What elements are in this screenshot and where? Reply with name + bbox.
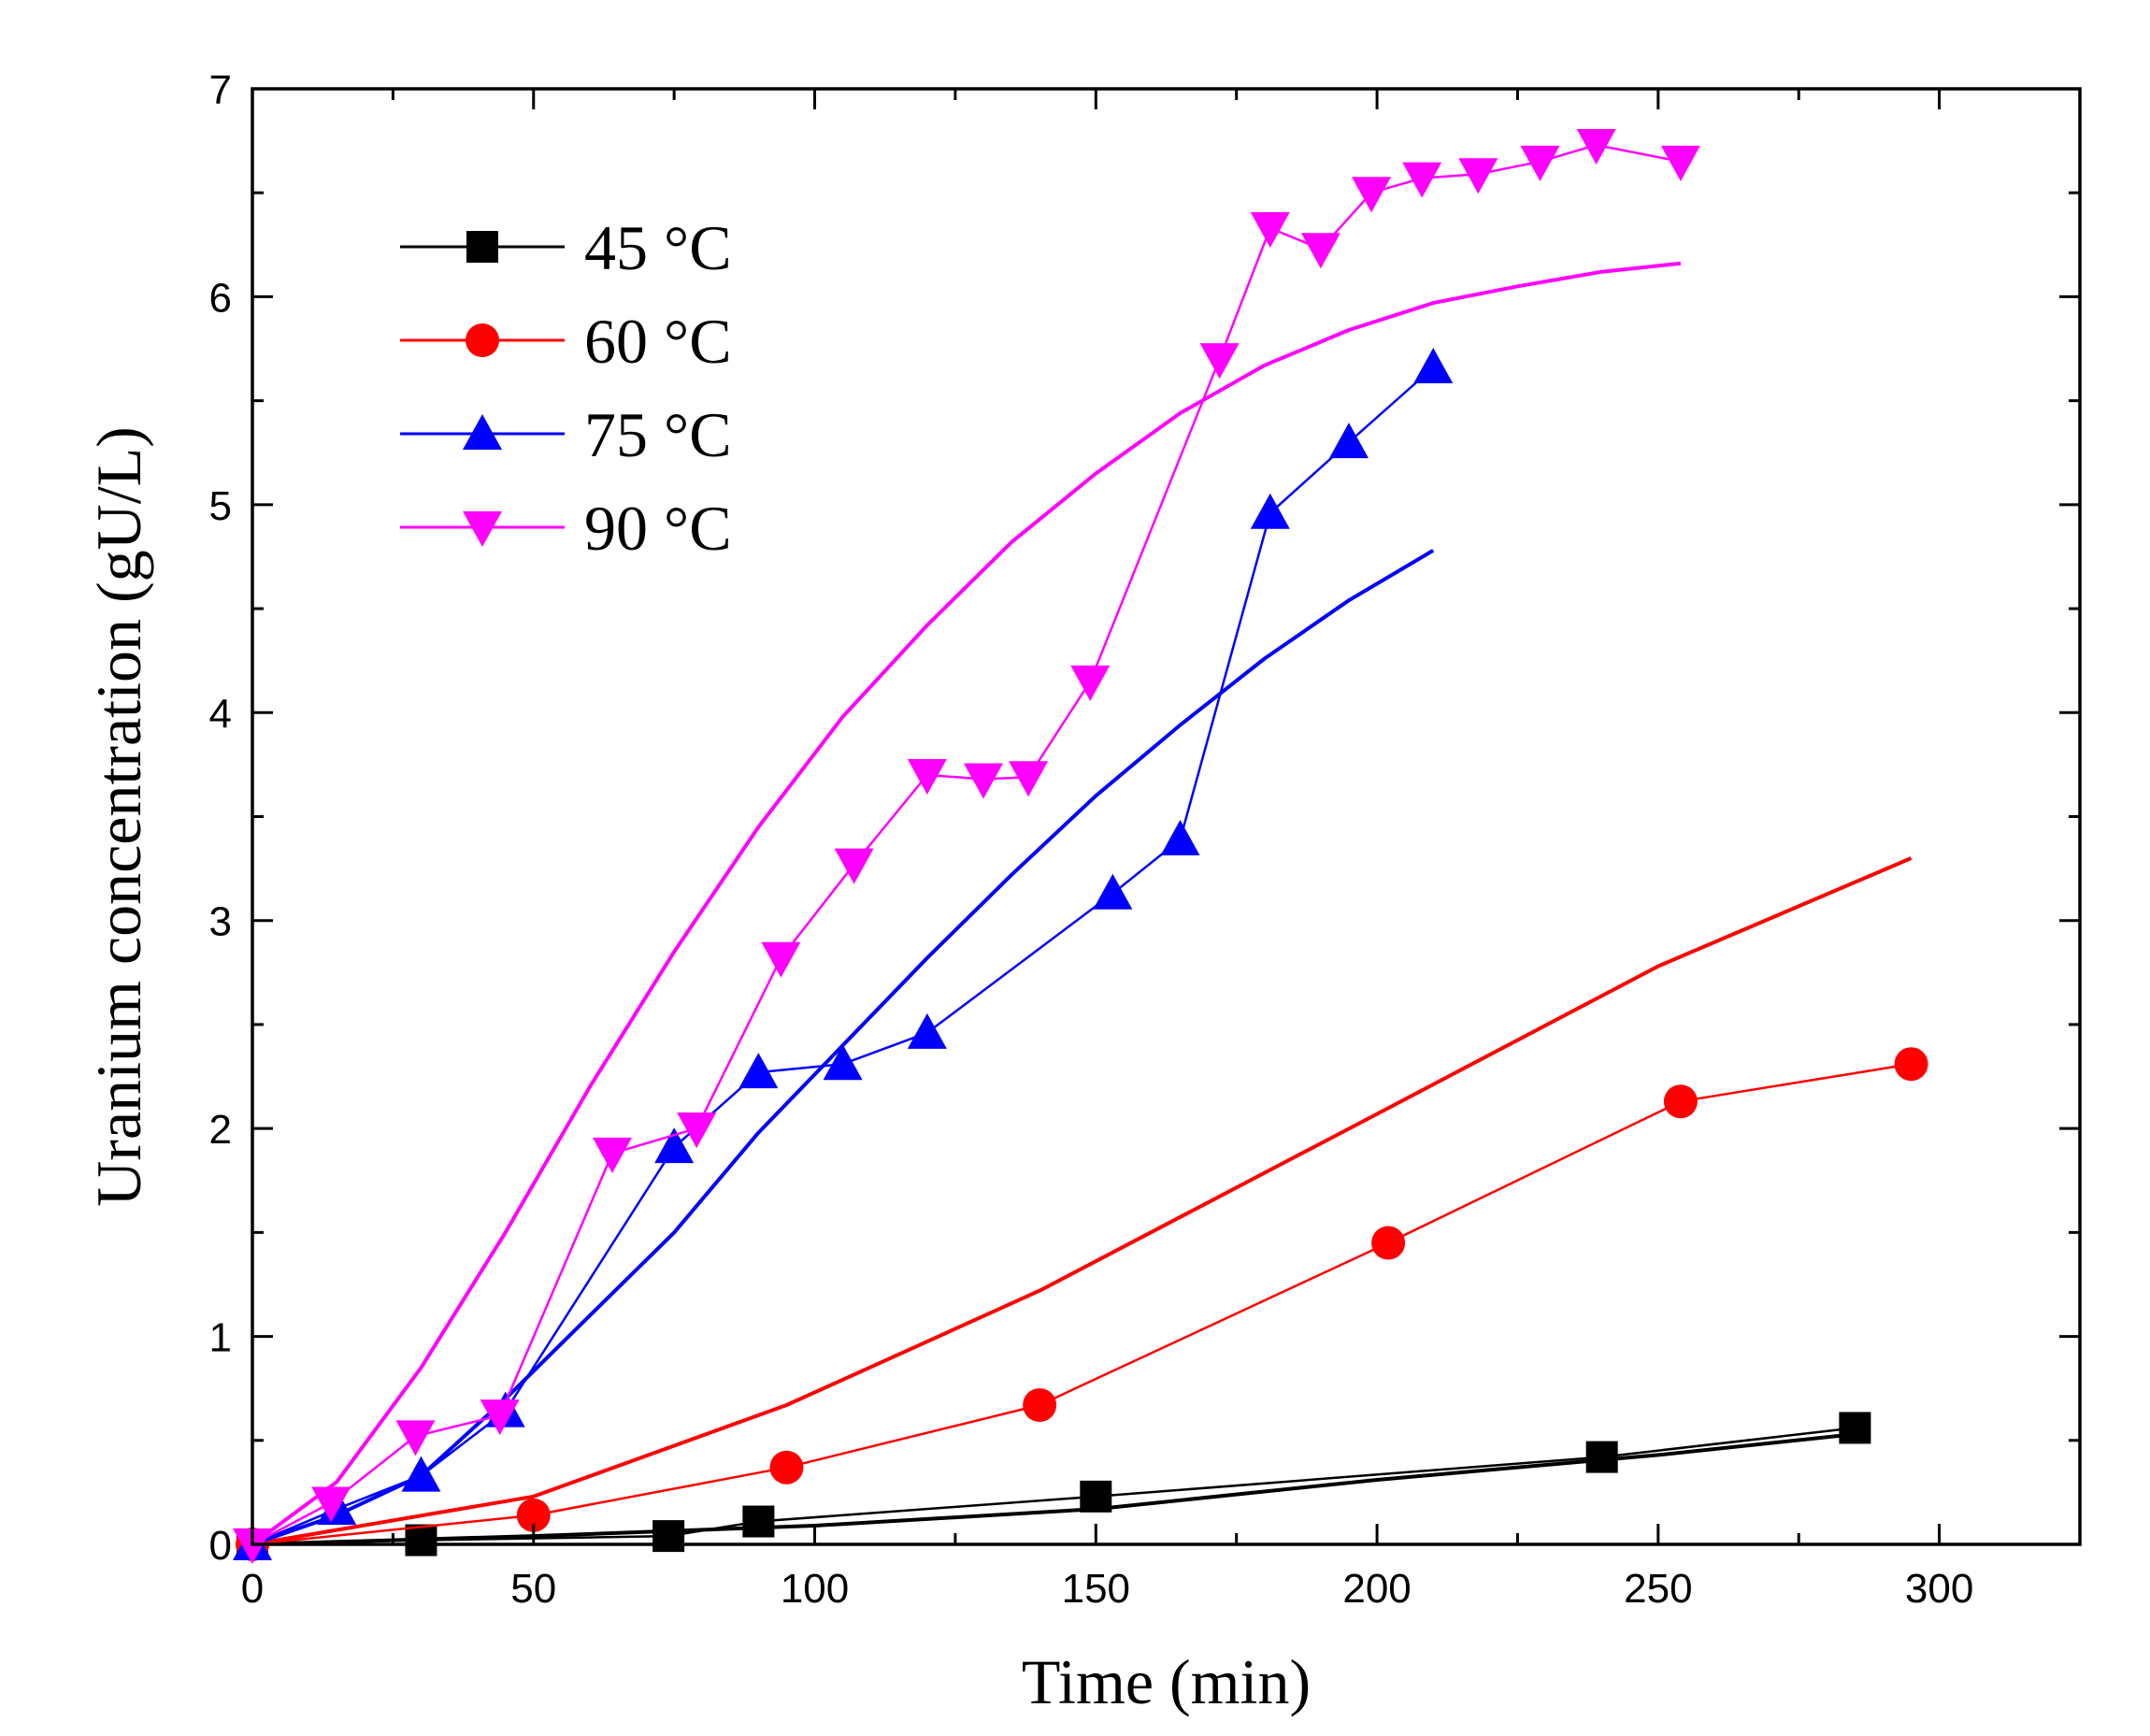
legend-item-75c: 75 °C — [400, 399, 732, 470]
data-point-75c — [1160, 819, 1200, 855]
legend-marker — [463, 414, 502, 450]
legend-label: 45 °C — [584, 212, 732, 283]
y-tick-label: 1 — [209, 1315, 232, 1361]
data-point-90c — [1199, 343, 1240, 380]
legend-item-45c: 45 °C — [400, 212, 732, 283]
data-point-90c — [907, 759, 947, 796]
data-point-90c — [964, 763, 1003, 799]
fit-curve-60c — [251, 856, 1913, 1546]
data-point-90c — [834, 848, 874, 884]
legend-label: 90 °C — [584, 493, 732, 564]
y-tick-label: 4 — [209, 691, 232, 737]
legend-marker — [466, 323, 499, 357]
data-point-60c — [516, 1498, 551, 1532]
legend-marker — [463, 511, 502, 547]
data-point-90c — [1660, 145, 1700, 181]
x-tick-label: 0 — [241, 1566, 264, 1612]
data-point-45c — [742, 1505, 775, 1538]
data-point-75c — [1329, 423, 1369, 459]
series-line-60c — [251, 1062, 1912, 1546]
fit-curve-90c — [251, 261, 1682, 1546]
x-tick-label: 300 — [1905, 1566, 1973, 1612]
data-point-90c — [761, 941, 801, 978]
data-point-75c — [823, 1044, 863, 1081]
data-point-75c — [738, 1053, 779, 1089]
data-point-90c — [1250, 212, 1290, 249]
data-point-90c — [395, 1420, 436, 1456]
series-line-90c — [251, 143, 1682, 1546]
series-line-75c — [251, 366, 1435, 1546]
axis-ticks: 0 50 100 150 200 250 300 0 1 2 3 4 5 6 7 — [209, 67, 2082, 1612]
data-point-75c — [1413, 348, 1454, 384]
data-point-90c — [1070, 665, 1111, 701]
legend-item-90c: 90 °C — [400, 493, 732, 564]
data-point-75c — [654, 1127, 695, 1164]
x-tick-label: 250 — [1624, 1566, 1692, 1612]
legend: 45 °C 60 °C 75 °C 90 °C — [400, 212, 732, 564]
data-point-60c — [1894, 1047, 1928, 1082]
data-point-90c — [1458, 158, 1498, 194]
data-point-90c — [1576, 129, 1616, 165]
data-point-75c — [1250, 493, 1290, 529]
data-point-90c — [1009, 761, 1049, 797]
series-90c — [233, 129, 1700, 1564]
x-tick-label: 100 — [781, 1566, 849, 1612]
data-point-60c — [1023, 1387, 1057, 1422]
y-tick-label: 7 — [209, 67, 232, 113]
data-point-60c — [1371, 1226, 1406, 1260]
data-point-45c — [405, 1524, 437, 1557]
data-point-90c — [1300, 233, 1340, 269]
data-point-45c — [1839, 1412, 1871, 1444]
legend-label: 75 °C — [584, 399, 732, 470]
data-point-90c — [677, 1112, 717, 1149]
data-point-45c — [652, 1520, 685, 1553]
y-tick-label: 5 — [209, 483, 232, 529]
data-point-45c — [1080, 1480, 1112, 1513]
data-point-75c — [401, 1456, 441, 1492]
y-tick-label: 2 — [209, 1107, 232, 1153]
data-point-90c — [1402, 162, 1442, 198]
y-tick-label: 0 — [209, 1523, 232, 1569]
data-point-75c — [1093, 873, 1133, 910]
x-tick-label: 50 — [510, 1566, 556, 1612]
data-point-90c — [480, 1399, 520, 1436]
x-tick-label: 200 — [1342, 1566, 1411, 1612]
y-axis-title: Uranium concentration (gU/L) — [83, 426, 154, 1207]
series-60c — [236, 856, 1928, 1561]
y-tick-label: 6 — [209, 275, 232, 321]
data-point-90c — [1352, 177, 1392, 213]
data-point-45c — [1585, 1441, 1618, 1473]
plot-area-frame — [251, 87, 2082, 1546]
data-point-60c — [1663, 1084, 1698, 1119]
series-45c — [236, 1412, 1871, 1560]
data-point-75c — [907, 1012, 947, 1049]
legend-item-60c: 60 °C — [400, 306, 732, 377]
data-point-60c — [769, 1450, 804, 1485]
data-point-90c — [1520, 145, 1560, 181]
legend-label: 60 °C — [584, 306, 732, 377]
x-tick-label: 150 — [1062, 1566, 1130, 1612]
data-point-90c — [311, 1486, 351, 1523]
data-point-90c — [592, 1137, 632, 1173]
x-axis-title: Time (min) — [1022, 1646, 1311, 1717]
legend-marker — [466, 231, 498, 263]
y-tick-label: 3 — [209, 899, 232, 945]
